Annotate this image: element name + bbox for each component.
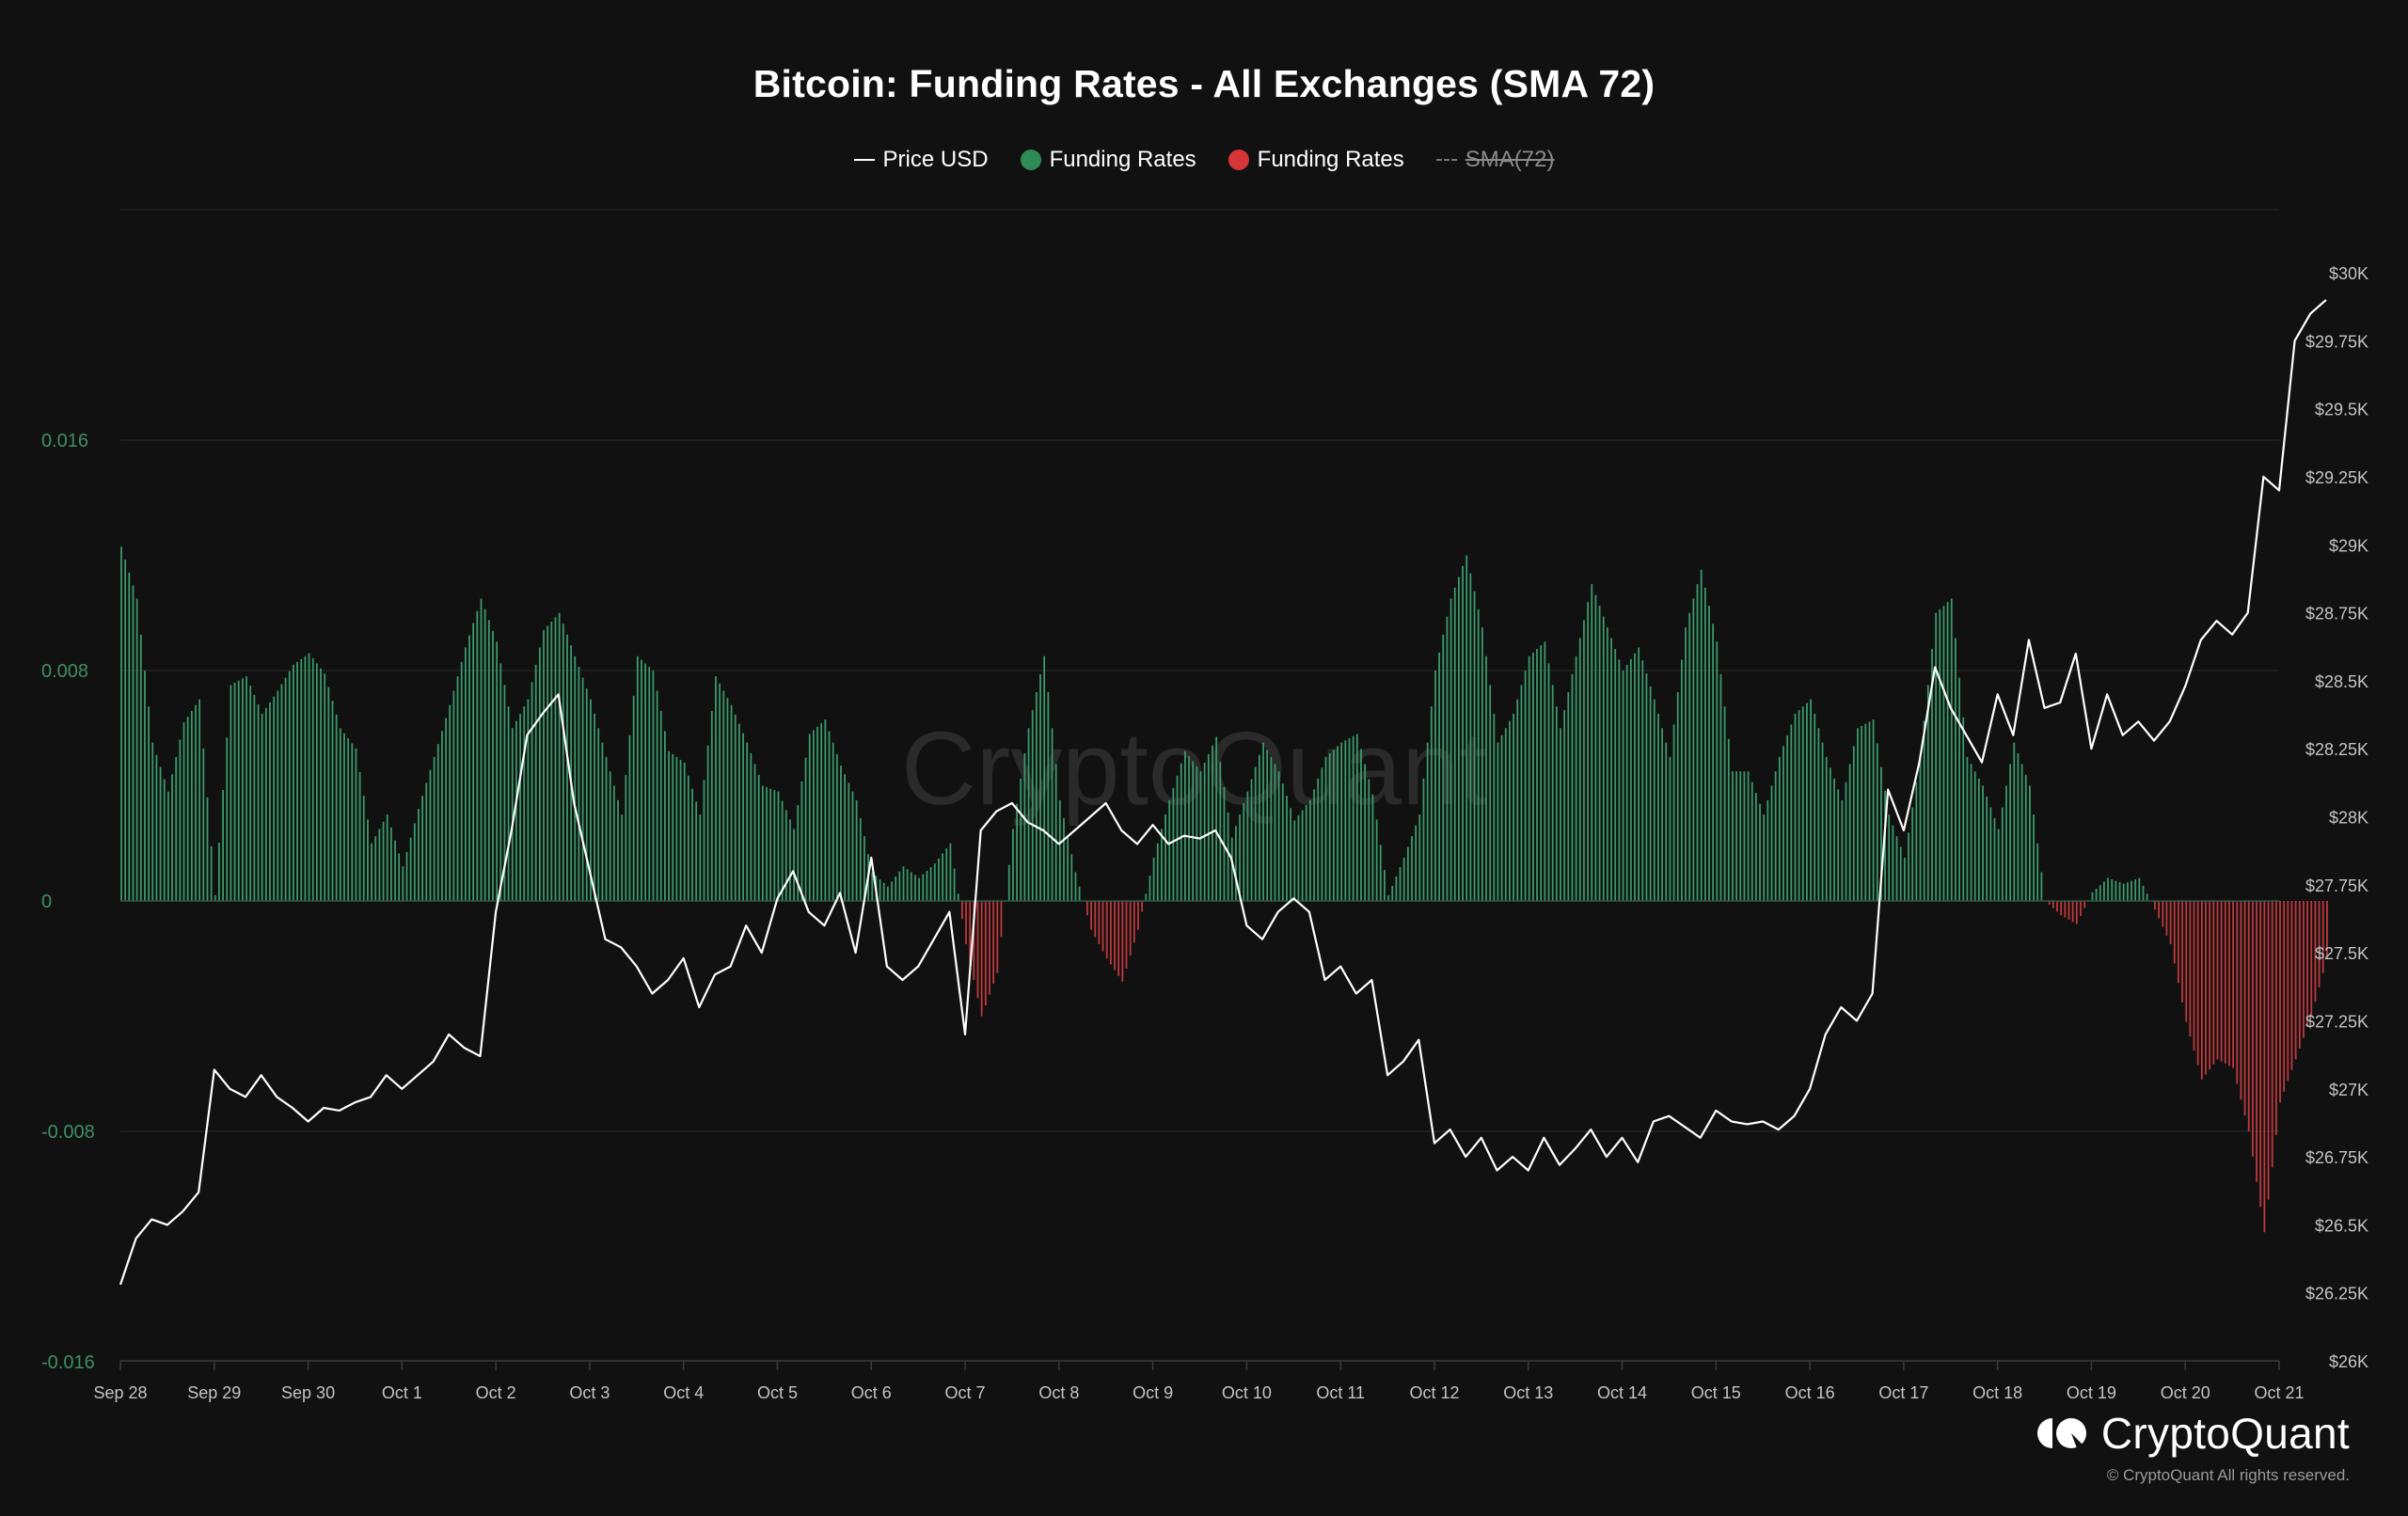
svg-text:Oct 10: Oct 10 [1222, 1383, 1272, 1402]
svg-text:Oct 19: Oct 19 [2067, 1383, 2116, 1402]
brand-name: CryptoQuant [2100, 1409, 2350, 1458]
funding-rate-bars [120, 546, 2328, 1233]
svg-text:Oct 12: Oct 12 [1409, 1383, 1459, 1402]
svg-text:Oct 5: Oct 5 [757, 1383, 798, 1402]
svg-text:0: 0 [41, 892, 52, 912]
x-axis: Sep 28 Sep 29 Sep 30 Oct 1 Oct 2 Oct 3 Oct 4 Oc… [93, 1361, 2305, 1402]
svg-text:$27.25K: $27.25K [2305, 1012, 2368, 1031]
svg-text:$29K: $29K [2329, 536, 2368, 555]
svg-text:Oct 17: Oct 17 [1878, 1383, 1928, 1402]
svg-text:Oct 3: Oct 3 [569, 1383, 610, 1402]
svg-text:Sep 30: Sep 30 [281, 1383, 335, 1402]
svg-text:0.016: 0.016 [41, 431, 88, 451]
dashed-line-marker-icon [1435, 159, 1457, 161]
svg-text:$29.25K: $29.25K [2305, 468, 2368, 487]
legend-label: SMA(72) [1465, 147, 1555, 172]
svg-text:Oct 13: Oct 13 [1503, 1383, 1553, 1402]
svg-text:Sep 28: Sep 28 [93, 1383, 147, 1402]
svg-text:0.008: 0.008 [41, 661, 88, 682]
svg-text:$27.5K: $27.5K [2315, 944, 2368, 963]
svg-text:Oct 15: Oct 15 [1691, 1383, 1741, 1402]
svg-text:$29.75K: $29.75K [2305, 332, 2368, 351]
svg-text:-0.008: -0.008 [41, 1122, 95, 1143]
legend: Price USD Funding Rates Funding Rates SM… [0, 147, 2408, 173]
svg-text:Oct 9: Oct 9 [1133, 1383, 1173, 1402]
svg-text:Oct 8: Oct 8 [1038, 1383, 1079, 1402]
brand-logo: CryptoQuant [2036, 1408, 2350, 1459]
svg-text:$26.25K: $26.25K [2305, 1285, 2368, 1303]
svg-text:Oct 14: Oct 14 [1597, 1383, 1647, 1402]
svg-text:$26.5K: $26.5K [2315, 1216, 2368, 1235]
svg-text:$29.5K: $29.5K [2315, 401, 2368, 419]
right-axis: $30K $29.75K $29.5K $29.25K $29K $28.75K $28.5… [2305, 264, 2368, 1371]
svg-text:$28K: $28K [2329, 809, 2368, 828]
legend-item-funding-positive[interactable]: Funding Rates [1020, 147, 1196, 173]
svg-text:$27K: $27K [2329, 1081, 2368, 1099]
svg-text:-0.016: -0.016 [41, 1352, 95, 1373]
legend-label: Funding Rates [1257, 147, 1404, 172]
svg-text:$30K: $30K [2329, 264, 2368, 283]
svg-text:Sep 29: Sep 29 [187, 1383, 241, 1402]
svg-text:Oct 11: Oct 11 [1316, 1383, 1365, 1402]
price-line [119, 299, 2327, 1286]
line-marker-icon [853, 159, 875, 161]
svg-text:Oct 1: Oct 1 [382, 1383, 422, 1402]
legend-label: Funding Rates [1049, 147, 1196, 172]
chart-title: Bitcoin: Funding Rates - All Exchanges (… [752, 62, 1656, 105]
legend-item-funding-negative[interactable]: Funding Rates [1228, 147, 1404, 173]
svg-text:Oct 7: Oct 7 [945, 1383, 986, 1402]
cryptoquant-logo-icon [2036, 1418, 2086, 1448]
svg-text:$28.5K: $28.5K [2315, 672, 2368, 691]
legend-item-sma[interactable]: SMA(72) [1435, 147, 1555, 173]
legend-label: Price USD [882, 147, 989, 172]
svg-text:$28.25K: $28.25K [2305, 740, 2368, 759]
svg-text:Oct 20: Oct 20 [2161, 1383, 2210, 1402]
svg-text:Oct 6: Oct 6 [851, 1383, 892, 1402]
watermark: CryptoQuant [901, 711, 1488, 827]
red-dot-icon [1228, 150, 1249, 170]
svg-text:$26.75K: $26.75K [2305, 1148, 2368, 1167]
svg-text:Oct 2: Oct 2 [476, 1383, 516, 1402]
svg-text:Oct 21: Oct 21 [2254, 1383, 2304, 1402]
svg-text:$26K: $26K [2329, 1352, 2368, 1371]
gridlines [120, 209, 2279, 1362]
svg-text:$28.75K: $28.75K [2305, 605, 2368, 624]
legend-item-price-usd[interactable]: Price USD [853, 147, 989, 173]
left-axis: 0.016 0.008 0 -0.008 -0.016 [41, 431, 95, 1373]
copyright-text: © CryptoQuant All rights reserved. [2106, 1466, 2350, 1484]
svg-text:$27.75K: $27.75K [2305, 876, 2368, 895]
svg-text:Oct 18: Oct 18 [1972, 1383, 2022, 1402]
svg-text:Oct 16: Oct 16 [1785, 1383, 1835, 1402]
green-dot-icon [1020, 150, 1041, 170]
svg-text:Oct 4: Oct 4 [663, 1383, 704, 1402]
